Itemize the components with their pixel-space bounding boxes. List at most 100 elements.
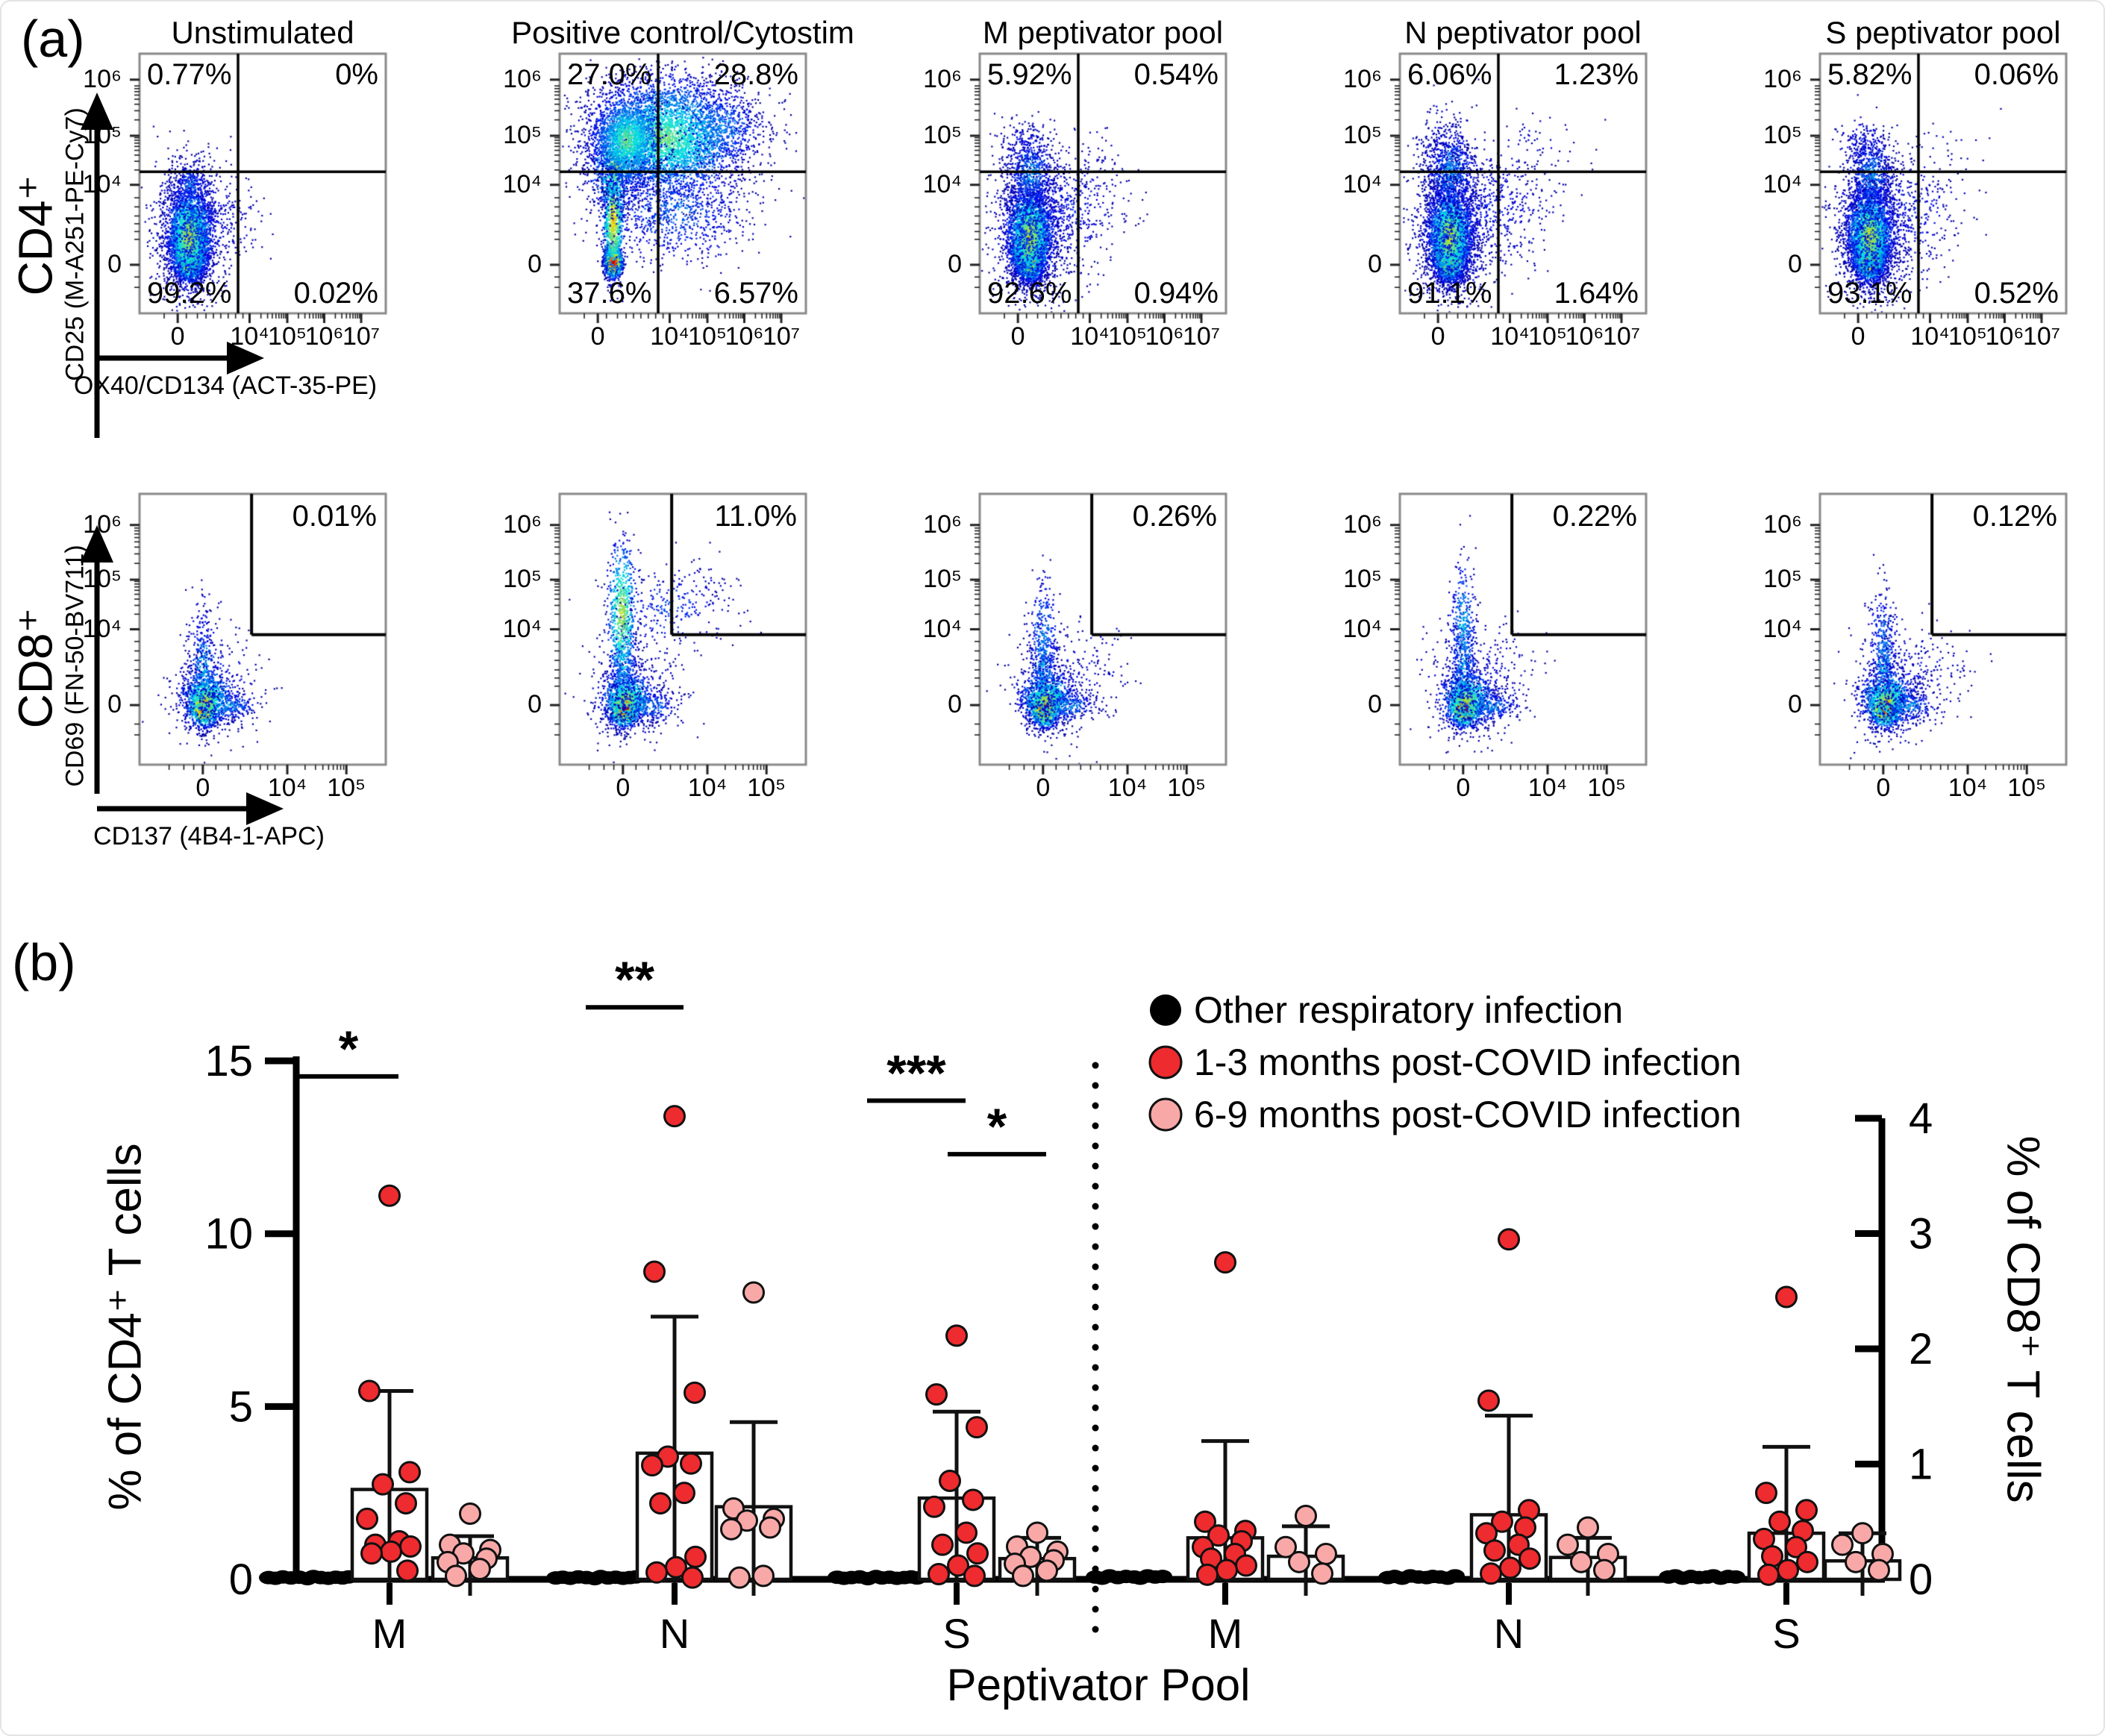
y-tick-label: 0 [948,249,962,278]
quadrant-percent-lower-left: 93.1% [1827,277,1912,310]
panel-b-label: (b) [12,933,76,991]
data-point-post_1_3 [680,1452,702,1475]
x-tick-label: 10⁵ [1948,322,1987,351]
data-point-post_6_9 [1557,1533,1579,1556]
legend-label-post_6_9: 6-9 months post-COVID infection [1194,1094,1742,1135]
quadrant-percent-lower-right: 1.64% [1554,277,1639,310]
flow-scatter-canvas [1805,52,2069,330]
data-point-post_1_3 [1499,1556,1521,1579]
cd4-cd8-divider-dot [1092,1323,1099,1331]
flow-scatter-canvas [1385,492,1649,781]
y-tick-label: 10⁶ [503,64,542,93]
data-point-post_6_9 [1845,1550,1867,1573]
legend-marker-other [1150,994,1181,1026]
gate-percent: 11.0% [714,500,797,533]
cd4-cd8-divider-dot [1092,1545,1099,1552]
data-point-post_1_3 [1518,1547,1541,1570]
data-point-post_6_9 [1831,1533,1854,1556]
data-point-post_1_3 [1498,1228,1520,1251]
x-tick-label: 10⁵ [1587,774,1627,802]
data-point-post_1_3 [1768,1510,1791,1533]
flow-plot-CD4-5: S peptivator pool 5.82% 0.06% 93.1% 0.52% 0 10… [1763,15,2069,351]
data-point-post_1_3 [947,1554,969,1577]
quadrant-percent-lower-left: 92.6% [987,277,1072,310]
x-axis-title: Peptivator Pool [946,1660,1251,1710]
flow-plot-CD4-3: M peptivator pool 5.92% 0.54% 92.6% 0.94% 0 10… [923,15,1229,351]
flow-scatter-canvas [965,492,1229,781]
data-point-post_6_9 [1274,1535,1297,1558]
x-tick-label: 0 [1430,322,1445,351]
x-tick-label: 10⁵ [688,322,727,351]
data-point-post_6_9 [445,1564,467,1588]
left-y-tick-label: 5 [229,1382,253,1431]
y-tick-label: 10⁴ [1342,169,1382,198]
y-tick-label: 10⁴ [1762,614,1802,643]
x-tick-label: 10⁷ [1182,322,1221,351]
data-point-post_1_3 [1796,1550,1818,1573]
x-group-label: N [1494,1610,1524,1657]
significance-stars: * [339,1021,359,1077]
x-tick-label: 10⁴ [1527,774,1568,802]
data-point-post_1_3 [645,1561,668,1584]
data-point-post_1_3 [939,1469,961,1492]
x-tick-label: 0 [170,322,185,351]
data-point-post_1_3 [641,1454,663,1477]
gate-percent: 0.01% [292,500,377,533]
data-point-post_1_3 [1196,1563,1219,1586]
y-tick-label: 0 [1788,249,1802,278]
quadrant-percent-upper-right: 0% [335,58,378,91]
cd4-cd8-divider-dot [1092,1525,1099,1532]
data-point-post_6_9 [469,1558,491,1581]
cd4-y-axis-label: CD25 (M-A251-PE-Cy7) [60,107,90,381]
data-point-post_6_9 [1851,1522,1874,1545]
data-point-post_6_9 [1577,1516,1599,1539]
y-tick-label: 10⁶ [923,510,962,539]
data-point-post_1_3 [1214,1251,1236,1274]
y-tick-label: 10⁴ [922,169,962,198]
x-tick-label: 10⁷ [1602,322,1641,351]
data-point-post_1_3 [1775,1285,1798,1309]
x-tick-label: 10⁵ [1528,322,1567,351]
data-point-post_1_3 [966,1416,988,1439]
data-point-post_1_3 [378,1184,401,1207]
x-tick-label: 0 [1456,774,1471,802]
cd4-cd8-divider-dot [1092,1243,1099,1250]
flow-scatter-canvas [125,492,389,781]
flow-plot-title: M peptivator pool [982,15,1224,50]
cd4-cd8-divider-dot [1092,1283,1099,1291]
data-point-post_6_9 [1570,1550,1592,1573]
gate-percent: 0.12% [1972,500,2057,533]
data-point-post_1_3 [962,1488,984,1511]
cd4-cd8-divider-dot [1092,1223,1099,1230]
data-point-post_6_9 [1295,1505,1317,1528]
quadrant-percent-lower-right: 6.57% [713,277,798,310]
y-tick-label: 10⁵ [503,565,542,594]
x-tick-label: 10⁵ [268,322,307,351]
x-tick-label: 0 [616,774,631,802]
cd4-cd8-divider-dot [1092,1464,1099,1472]
x-tick-label: 10⁴ [1948,774,1988,802]
quadrant-percent-upper-right: 1.23% [1554,58,1639,91]
right-y-tick-label: 0 [1909,1555,1933,1604]
quadrant-percent-upper-left: 6.06% [1407,58,1492,91]
data-point-post_1_3 [1483,1539,1506,1562]
flow-plot-title: N peptivator pool [1404,15,1642,50]
data-point-post_1_3 [1755,1482,1777,1505]
flow-plot-CD8-1: 0.01% 0 10⁴ 10⁵ 10⁶ 10⁵ 10⁴ 0 [83,492,389,802]
x-tick-label: 10⁷ [762,322,801,351]
y-tick-label: 10⁶ [83,64,122,93]
y-tick-label: 10⁶ [923,64,962,93]
y-tick-label: 0 [107,249,122,278]
data-point-other [1153,1570,1172,1584]
data-point-post_1_3 [398,1461,421,1484]
x-tick-label: 10⁷ [342,322,381,351]
data-point-post_6_9 [759,1516,781,1539]
right-y-tick-label: 2 [1909,1325,1933,1373]
x-tick-label: 10⁵ [1108,322,1147,351]
data-point-post_6_9 [1593,1558,1615,1582]
gate-percent: 0.26% [1132,500,1217,533]
y-tick-label: 10⁴ [1762,169,1802,198]
flow-plot-CD8-3: 0.26% 0 10⁴ 10⁵ 10⁶ 10⁵ 10⁴ 0 [923,492,1229,802]
cd8-x-axis-label: CD137 (4B4-1-APC) [93,822,325,850]
flow-plot-CD4-2: Positive control/Cytostim 27.0% 28.8% 37.6%… [503,15,854,351]
